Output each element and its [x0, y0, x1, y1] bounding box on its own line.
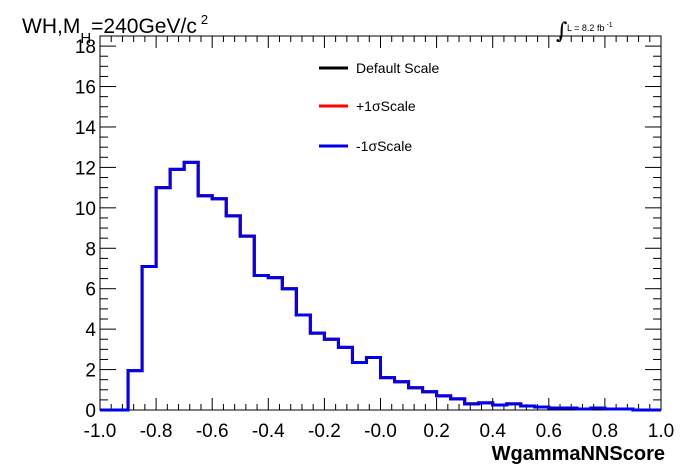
x-tick-label: 1.0 — [648, 421, 674, 442]
x-tick-label: -0.6 — [196, 421, 229, 442]
y-axis-ticks: 0 2 4 6 8 10 12 14 16 18 — [75, 35, 661, 422]
x-tick-label: 0.2 — [423, 421, 449, 442]
y-tick-label: 6 — [85, 280, 96, 301]
x-tick-label: -0.4 — [252, 421, 285, 442]
x-tick-label: -0.0 — [364, 421, 397, 442]
x-axis-label: WgammaNNScore — [492, 443, 665, 465]
y-tick-label: 18 — [75, 37, 96, 58]
legend-label-plus1sigma: +1σScale — [356, 98, 416, 114]
x-tick-label: 0.8 — [592, 421, 618, 442]
title-subscript: H — [80, 30, 91, 47]
y-tick-label: 8 — [85, 239, 96, 260]
histogram-series — [100, 160, 661, 412]
integral-symbol: ∫ — [556, 19, 568, 44]
y-tick-label: 14 — [75, 118, 97, 139]
y-tick-label: 10 — [75, 199, 96, 220]
x-tick-label: 0.4 — [479, 421, 506, 442]
y-tick-label: 2 — [85, 361, 96, 382]
y-tick-label: 0 — [85, 401, 96, 422]
y-tick-label: 16 — [75, 78, 96, 99]
x-tick-label: 0.6 — [536, 421, 562, 442]
title-superscript: 2 — [201, 12, 208, 27]
lumi-superscript: -1 — [606, 22, 612, 29]
legend-label-minus1sigma: -1σScale — [356, 138, 412, 154]
x-axis-ticks: -1.0 -0.8 -0.6 -0.4 -0.2 -0.0 0.2 0.4 0.6 0.8 1.0 — [84, 36, 674, 442]
x-tick-label: -0.2 — [308, 421, 341, 442]
title-main: WH,M — [22, 15, 80, 38]
legend-label-default: Default Scale — [356, 60, 439, 76]
series-minus1sigma-scale — [100, 160, 661, 412]
plot-frame — [99, 35, 662, 411]
chart-title: WH,MH=240GeV/c 2 — [22, 12, 208, 47]
legend: Default Scale +1σScale -1σScale — [319, 60, 439, 154]
lumi-text: L = 8.2 fb — [567, 23, 604, 33]
x-tick-label: -0.8 — [140, 421, 173, 442]
y-tick-label: 4 — [85, 320, 96, 341]
title-rest: =240GeV/c — [91, 15, 197, 38]
y-tick-label: 12 — [75, 158, 96, 179]
x-tick-label: -1.0 — [84, 421, 117, 442]
luminosity-label: L = 8.2 fb -1 — [567, 22, 613, 33]
